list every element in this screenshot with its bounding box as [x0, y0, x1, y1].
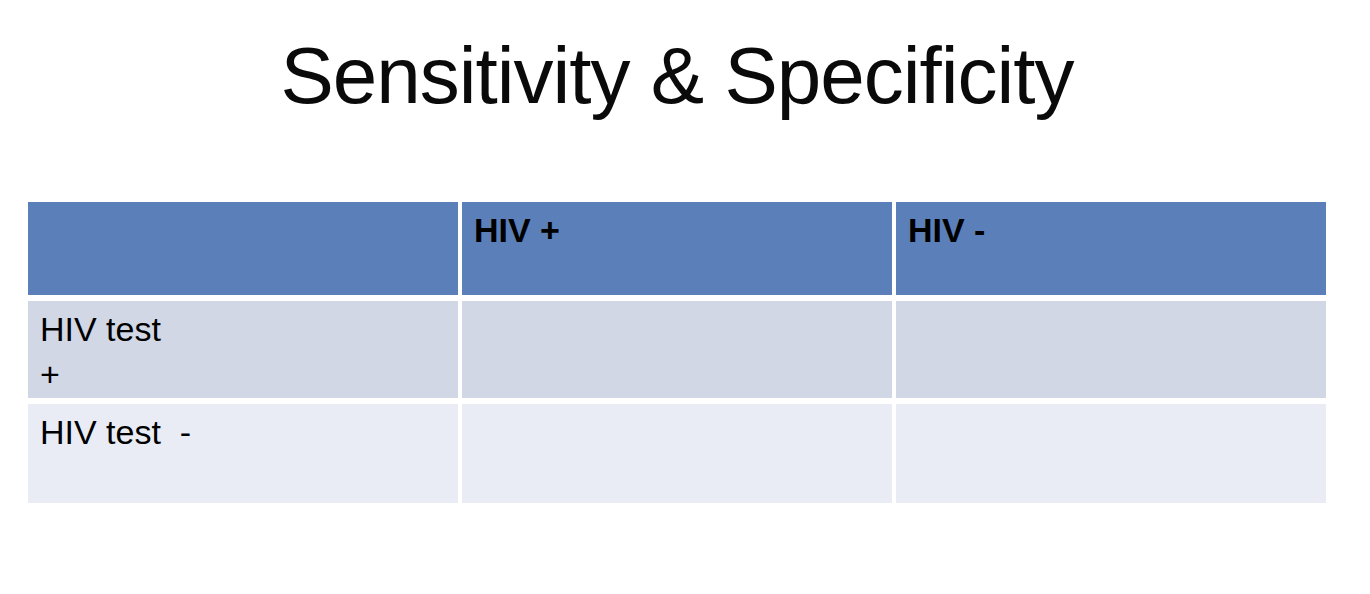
cell-testneg-hivneg	[896, 404, 1326, 503]
hiv-negative-column-header: HIV -	[896, 202, 1326, 295]
cell-testpos-hivneg	[896, 301, 1326, 398]
hiv-positive-column-header: HIV +	[462, 202, 892, 295]
cell-testpos-hivpos	[462, 301, 892, 398]
hiv-test-negative-row-label: HIV test -	[28, 404, 458, 503]
corner-header-cell	[28, 202, 458, 295]
slide-title: Sensitivity & Specificity	[280, 30, 1073, 123]
hiv-test-positive-row-label: HIV test +	[28, 301, 458, 398]
slide: Sensitivity & Specificity HIV + HIV - HI…	[0, 0, 1370, 594]
cell-testneg-hivpos	[462, 404, 892, 503]
contingency-table: HIV + HIV - HIV test + HIV test -	[28, 202, 1326, 503]
